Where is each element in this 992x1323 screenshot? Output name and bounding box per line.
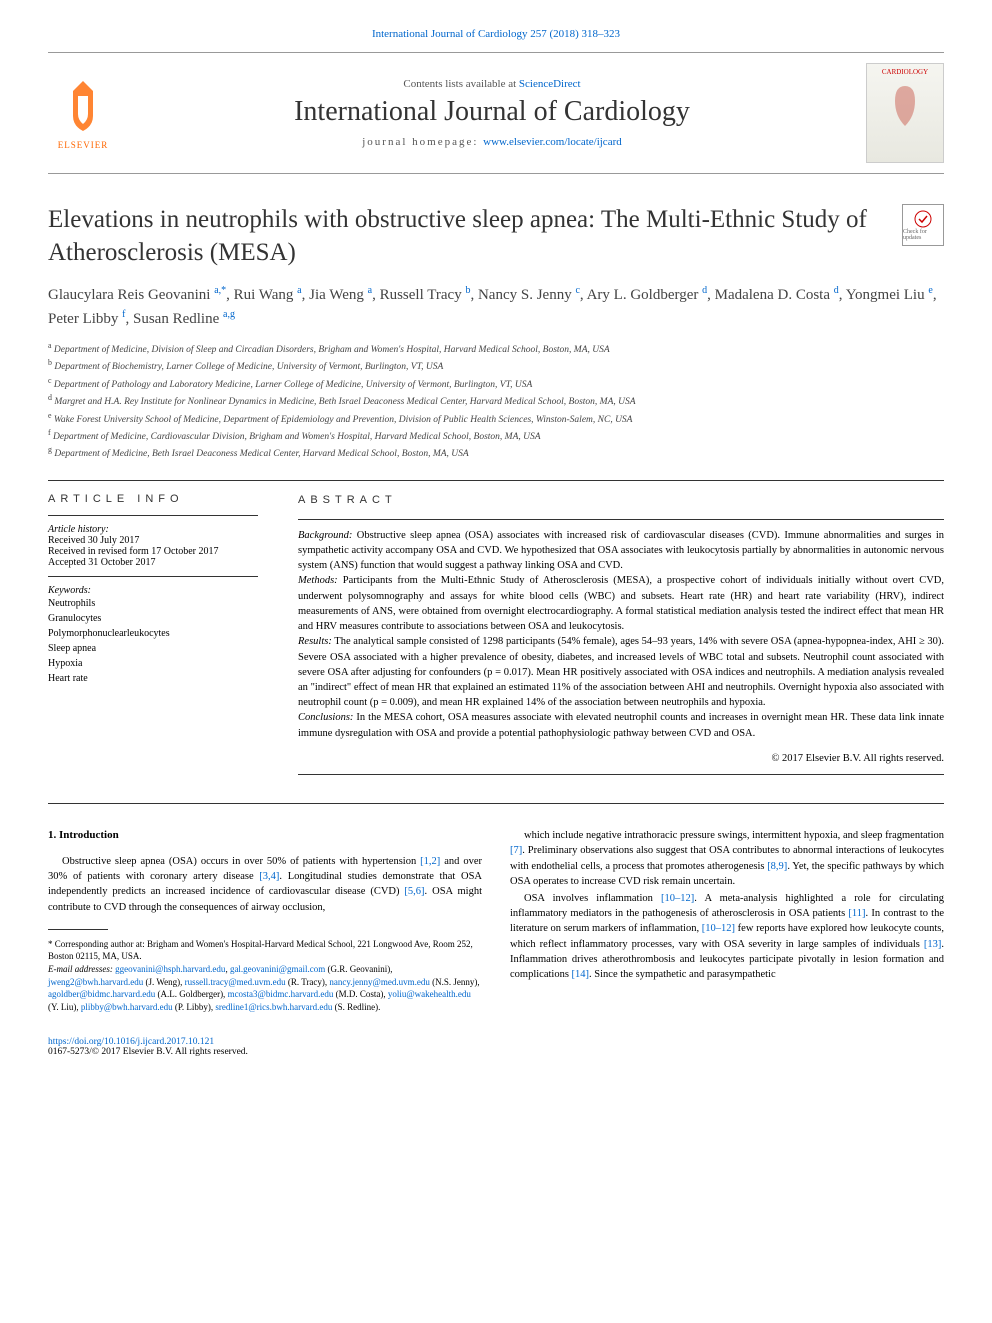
separator <box>48 480 944 481</box>
footer: https://doi.org/10.1016/j.ijcard.2017.10… <box>48 1037 944 1057</box>
conclusions-text: In the MESA cohort, OSA measures associa… <box>298 712 944 738</box>
right-column: which include negative intrathoracic pre… <box>510 828 944 1013</box>
intro-p2: which include negative intrathoracic pre… <box>510 828 944 889</box>
intro-p3: OSA involves inflammation [10–12]. A met… <box>510 891 944 982</box>
footnote-separator <box>48 929 108 930</box>
email-link[interactable]: agoldber@bidmc.harvard.edu <box>48 989 155 999</box>
text: Obstructive sleep apnea (OSA) occurs in … <box>62 856 420 867</box>
email-link[interactable]: nancy.jenny@med.uvm.edu <box>329 977 429 987</box>
received-date: Received 30 July 2017 <box>48 535 258 546</box>
email-link[interactable]: jweng2@bwh.harvard.edu <box>48 977 143 987</box>
email-link[interactable]: russell.tracy@med.uvm.edu <box>185 977 286 987</box>
intro-heading: 1. Introduction <box>48 828 482 844</box>
text: OSA involves inflammation <box>524 893 661 904</box>
affiliations: a Department of Medicine, Division of Sl… <box>48 340 944 462</box>
revised-date: Received in revised form 17 October 2017 <box>48 546 258 557</box>
contents-prefix: Contents lists available at <box>403 78 518 90</box>
abstract-heading: ABSTRACT <box>298 493 944 509</box>
doi-link[interactable]: https://doi.org/10.1016/j.ijcard.2017.10… <box>48 1037 214 1047</box>
copyright: © 2017 Elsevier B.V. All rights reserved… <box>298 751 944 766</box>
keywords-list: NeutrophilsGranulocytesPolymorphonuclear… <box>48 596 258 686</box>
methods-label: Methods: <box>298 575 338 586</box>
journal-cover-thumb: CARDIOLOGY <box>866 63 944 163</box>
homepage-line: journal homepage: www.elsevier.com/locat… <box>118 136 866 148</box>
accepted-date: Accepted 31 October 2017 <box>48 557 258 568</box>
journal-name: International Journal of Cardiology <box>118 96 866 128</box>
elsevier-logo: ELSEVIER <box>48 68 118 158</box>
email-link[interactable]: ggeovanini@hsph.harvard.edu <box>115 964 225 974</box>
email-label: E-mail addresses: <box>48 964 113 974</box>
cover-label: CARDIOLOGY <box>882 68 928 76</box>
ref-link[interactable]: [5,6] <box>404 886 424 897</box>
authors: Glaucylara Reis Geovanini a,*, Rui Wang … <box>48 283 944 330</box>
intro-p1: Obstructive sleep apnea (OSA) occurs in … <box>48 854 482 915</box>
ref-link[interactable]: [14] <box>572 969 590 980</box>
results-text: The analytical sample consisted of 1298 … <box>298 636 944 708</box>
left-column: 1. Introduction Obstructive sleep apnea … <box>48 828 482 1013</box>
ref-link[interactable]: [11] <box>848 908 865 919</box>
ref-link[interactable]: [3,4] <box>259 871 279 882</box>
keywords-label: Keywords: <box>48 585 258 596</box>
article-info-heading: ARTICLE INFO <box>48 493 258 505</box>
corresponding-author: * Corresponding author at: Brigham and W… <box>48 938 482 963</box>
ref-link[interactable]: [7] <box>510 845 522 856</box>
conclusions-label: Conclusions: <box>298 712 353 723</box>
abstract: ABSTRACT Background: Obstructive sleep a… <box>298 493 944 783</box>
ref-link[interactable]: [13] <box>924 939 942 950</box>
elsevier-label: ELSEVIER <box>58 140 109 150</box>
top-citation: International Journal of Cardiology 257 … <box>48 28 944 40</box>
ref-link[interactable]: [8,9] <box>767 861 787 872</box>
homepage-prefix: journal homepage: <box>362 136 483 148</box>
text: which include negative intrathoracic pre… <box>524 830 944 841</box>
methods-text: Participants from the Multi-Ethnic Study… <box>298 575 944 632</box>
check-updates-label: Check for updates <box>903 229 943 241</box>
email-link[interactable]: yoliu@wakehealth.edu <box>388 989 471 999</box>
email-link[interactable]: mcosta3@bidmc.harvard.edu <box>228 989 334 999</box>
email-link[interactable]: plibby@bwh.harvard.edu <box>81 1002 173 1012</box>
background-label: Background: <box>298 530 352 541</box>
masthead: ELSEVIER Contents lists available at Sci… <box>48 52 944 174</box>
article-info: ARTICLE INFO Article history: Received 3… <box>48 493 258 783</box>
ref-link[interactable]: [10–12] <box>661 893 694 904</box>
sciencedirect-link[interactable]: ScienceDirect <box>519 78 581 90</box>
issn-copyright: 0167-5273/© 2017 Elsevier B.V. All right… <box>48 1047 248 1057</box>
background-text: Obstructive sleep apnea (OSA) associates… <box>298 530 944 571</box>
ref-link[interactable]: [10–12] <box>702 923 735 934</box>
article-title: Elevations in neutrophils with obstructi… <box>48 204 882 269</box>
full-separator <box>48 803 944 804</box>
results-label: Results: <box>298 636 332 647</box>
check-updates-badge[interactable]: Check for updates <box>902 204 944 246</box>
footnotes: * Corresponding author at: Brigham and W… <box>48 938 482 1014</box>
history-label: Article history: <box>48 524 258 535</box>
contents-line: Contents lists available at ScienceDirec… <box>118 78 866 90</box>
ref-link[interactable]: [1,2] <box>420 856 440 867</box>
email-link[interactable]: gal.geovanini@gmail.com <box>230 964 325 974</box>
email-link[interactable]: sredline1@rics.bwh.harvard.edu <box>215 1002 332 1012</box>
email-addresses: E-mail addresses: ggeovanini@hsph.harvar… <box>48 963 482 1013</box>
homepage-link[interactable]: www.elsevier.com/locate/ijcard <box>483 136 622 148</box>
text: . Since the sympathetic and parasympathe… <box>589 969 776 980</box>
